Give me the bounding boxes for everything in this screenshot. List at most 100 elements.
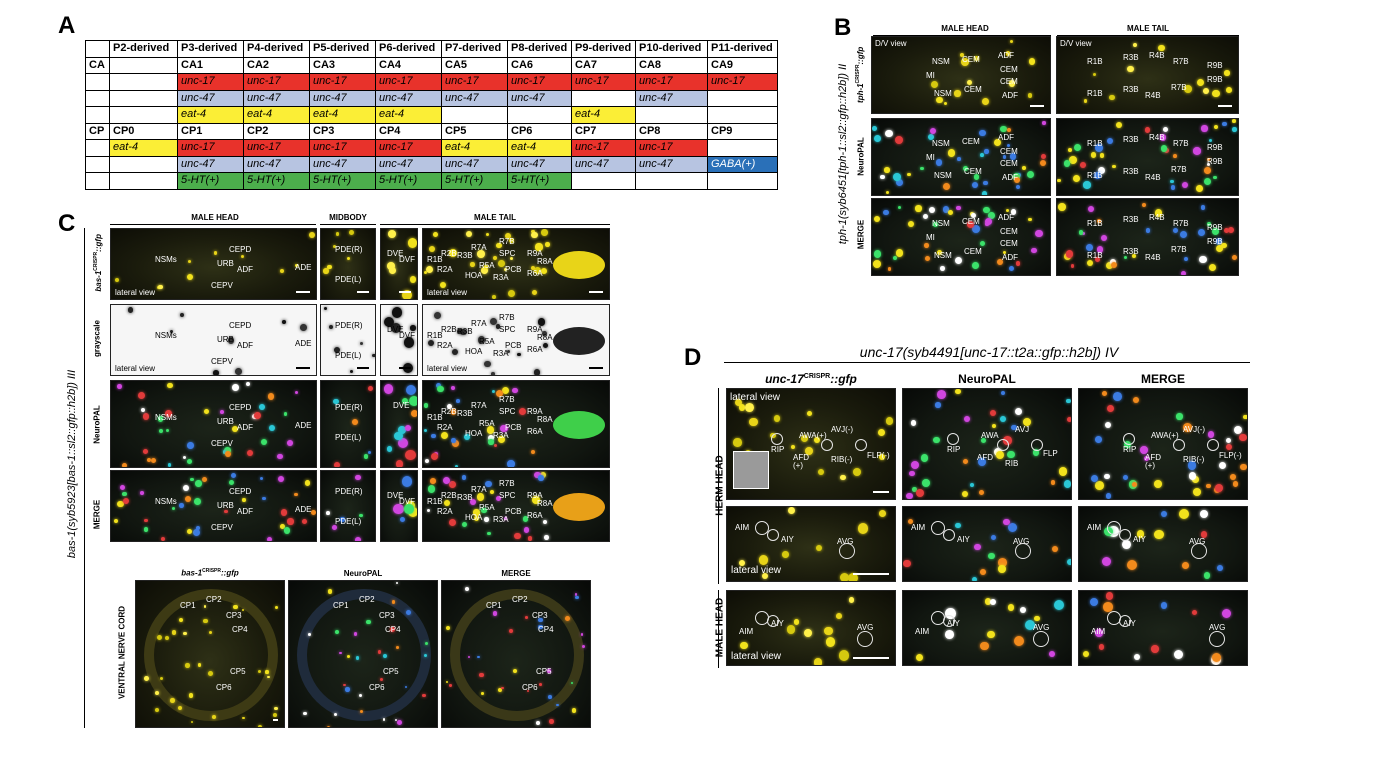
neuron-label: R1B — [1087, 89, 1103, 98]
cell-nucleus — [265, 670, 269, 674]
d-head-image: RIP AWA(+) AVJ(-) AFD (+) RIB(-) FLP(-) — [1078, 388, 1248, 500]
cell-nucleus — [262, 496, 266, 501]
cell-nucleus — [1110, 261, 1118, 268]
b-head-image: NSM MI NSM CEM CEM ADF CEM CEM ADF D/V view — [871, 36, 1051, 114]
table-cell — [707, 139, 778, 157]
cell-nucleus — [853, 467, 862, 476]
cell-nucleus — [906, 492, 913, 499]
cell-nucleus — [187, 260, 191, 264]
cell-nucleus — [383, 653, 388, 658]
cell-nucleus — [1006, 143, 1011, 148]
view-tag: lateral view — [115, 288, 156, 297]
cell-nucleus — [433, 311, 441, 319]
cell-nucleus — [992, 424, 997, 429]
cell-nucleus — [1095, 257, 1101, 263]
neuron-label: PDE(R) — [335, 403, 363, 412]
table-header-cell: P5-derived — [309, 40, 376, 58]
neuron-label: CP5 — [230, 667, 246, 676]
cell-nucleus — [984, 598, 992, 605]
cell-nucleus — [309, 232, 316, 239]
cell-nucleus — [443, 499, 451, 507]
cell-nucleus — [538, 475, 544, 481]
cell-nucleus — [119, 485, 125, 491]
table-cell: unc-47 — [441, 89, 508, 107]
neuron-label: PDE(R) — [335, 245, 363, 254]
cell-nucleus — [267, 675, 270, 679]
cell-nucleus — [323, 268, 329, 274]
cell-nucleus — [504, 232, 511, 239]
cell-nucleus — [998, 565, 1006, 573]
cell-nucleus — [487, 434, 494, 441]
cell-nucleus — [484, 360, 491, 368]
cell-nucleus — [160, 536, 165, 541]
table-header-cell: P9-derived — [571, 40, 636, 58]
cell-nucleus — [1027, 93, 1033, 98]
cell-nucleus — [287, 518, 294, 525]
table-cell — [109, 73, 178, 91]
cell-nucleus — [277, 475, 285, 482]
cell-nucleus — [1225, 444, 1233, 451]
neuron-label: CEM — [1000, 159, 1018, 168]
cell-nucleus — [800, 434, 809, 443]
c-vnc-col-merge: MERGE — [501, 569, 531, 578]
cell-nucleus — [1006, 208, 1010, 212]
neuron-label: RIP — [771, 445, 785, 454]
cell-nucleus — [971, 224, 980, 233]
scale-bar — [1218, 105, 1232, 107]
cell-nucleus — [935, 159, 943, 166]
neuron-label: CP3 — [532, 611, 548, 620]
neuron-label: AIY — [957, 535, 970, 544]
c-dve-image: DVE DVF — [380, 470, 418, 542]
neuron-label: ADF — [237, 341, 253, 350]
cell-outline — [767, 615, 779, 627]
cell-nucleus — [1082, 650, 1089, 657]
table-cell: CA — [85, 56, 110, 74]
cell-nucleus — [1097, 218, 1102, 223]
neuron-label: R4B — [1149, 133, 1165, 142]
table-cell — [571, 172, 636, 190]
table-cell: 5-HT(+) — [375, 172, 442, 190]
c-head-image: NSMs URB CEPD ADF CEPV ADE — [110, 380, 317, 468]
neuron-label: CEPV — [211, 281, 233, 290]
cell-nucleus — [840, 474, 846, 481]
cell-nucleus — [484, 264, 488, 269]
cell-nucleus — [1214, 125, 1219, 130]
cell-nucleus — [280, 523, 285, 529]
neuron-label: CEM — [962, 137, 980, 146]
cell-nucleus — [1078, 230, 1084, 236]
cell-nucleus — [1067, 416, 1071, 422]
table-cell: unc-17 — [309, 139, 376, 157]
cell-nucleus — [367, 386, 373, 392]
neuron-label: R6A — [527, 511, 543, 520]
c-tail-image: R1B R2B R3B R7A R7B SPC R9A R5A PCB R2A HOA R3A R6A R… — [422, 470, 610, 542]
neuron-label: ADE — [295, 263, 312, 272]
neuron-label: AWA — [981, 431, 999, 440]
cell-nucleus — [971, 262, 979, 270]
cell-nucleus — [980, 642, 989, 651]
cell-nucleus — [355, 537, 361, 541]
cell-nucleus — [445, 625, 451, 630]
b-head-image: NSM MI NSM CEM CEM ADF CEM CEM ADF — [871, 198, 1051, 276]
cell-nucleus — [734, 398, 742, 407]
table-cell: CP — [85, 122, 110, 140]
neuron-label: AIY — [781, 535, 794, 544]
cell-nucleus — [408, 395, 417, 407]
cell-nucleus — [1203, 178, 1212, 186]
cell-nucleus — [1207, 431, 1215, 438]
table-row: unc-17 unc-17 unc-17 unc-17 unc-17 unc-17 unc-… — [85, 73, 778, 91]
cell-nucleus — [332, 524, 338, 530]
neuron-label: ADF — [998, 51, 1014, 60]
cell-nucleus — [470, 262, 475, 267]
cell-nucleus — [277, 453, 283, 459]
cell-nucleus — [536, 720, 540, 725]
cell-nucleus — [1204, 167, 1212, 175]
neuron-label: ADE — [295, 339, 312, 348]
d-head-image: RIP AWA(+) AVJ(-) AFD (+) RIB(-) FLP(-) lateral… — [726, 388, 896, 500]
cell-nucleus — [1093, 172, 1101, 180]
cell-nucleus — [224, 451, 231, 458]
neuron-label: CEM — [1000, 147, 1018, 156]
cell-nucleus — [405, 450, 416, 461]
cell-nucleus — [326, 511, 330, 515]
cell-nucleus — [144, 518, 148, 522]
table-cell — [109, 106, 178, 124]
